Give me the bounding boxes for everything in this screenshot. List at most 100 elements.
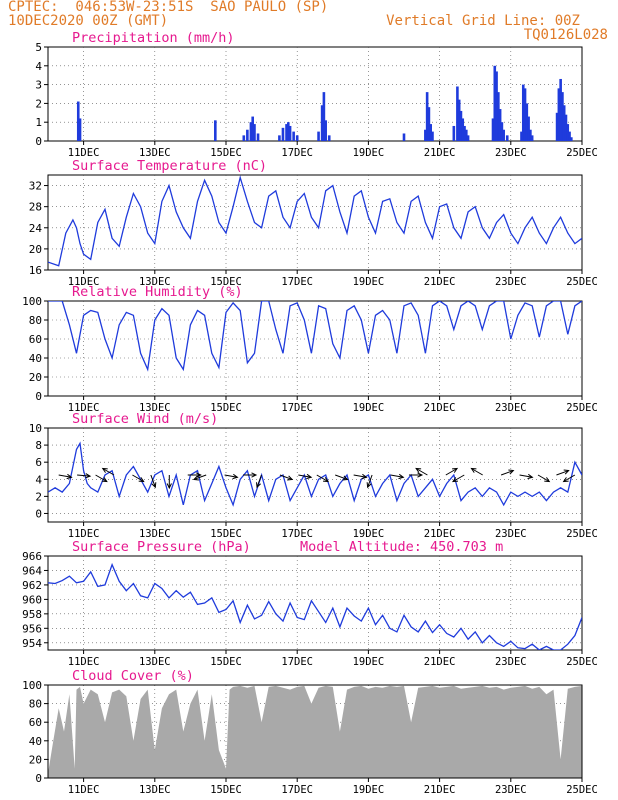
pres-ytick-label: 962 — [22, 579, 42, 592]
wind-arrow-head — [398, 473, 405, 480]
run-date: 10DEC2020 00Z (GMT) — [8, 13, 169, 29]
temp-ytick-label: 32 — [29, 180, 42, 193]
wind-arrow-head — [166, 483, 172, 490]
wind-ytick-label: 6 — [35, 456, 42, 469]
temp-xtick-label: 25DEC — [566, 276, 598, 288]
pres-xtick-label: 21DEC — [424, 656, 456, 668]
precip-bar — [324, 120, 327, 141]
precip-bar — [431, 131, 434, 141]
wind-arrow-shaft — [519, 474, 533, 478]
precip-bar — [497, 92, 500, 141]
precip-ytick-label: 5 — [35, 41, 42, 54]
wind-arrow-head — [306, 473, 313, 480]
precip-bar — [78, 118, 82, 141]
temp-xtick-label: 13DEC — [139, 276, 171, 288]
wind-arrow-head — [323, 477, 330, 483]
cloud-ytick-label: 60 — [29, 716, 42, 729]
precip-bar — [491, 118, 495, 141]
wind-xtick-label: 11DEC — [68, 528, 100, 540]
precip-bar — [287, 122, 290, 141]
pres-xtick-label: 23DEC — [495, 656, 527, 668]
rh-xtick-label: 11DEC — [68, 402, 100, 414]
cloud-cover-area — [48, 685, 582, 778]
precip-xtick-label: 19DEC — [353, 147, 385, 159]
precip-bar — [461, 118, 465, 141]
wind-arrow-shaft — [193, 474, 207, 480]
precip-bar — [555, 112, 559, 141]
precip-bar — [570, 137, 573, 141]
wind-arrow-head — [251, 472, 258, 478]
precip-bar — [568, 131, 571, 141]
precip-bar — [564, 114, 568, 141]
precip-bar — [425, 92, 429, 141]
precip-bar — [249, 122, 253, 141]
precip-bar — [427, 107, 431, 141]
precip-bar — [466, 135, 470, 141]
pres-xtick-label: 11DEC — [68, 656, 100, 668]
temp-ytick-label: 28 — [29, 201, 42, 214]
precip-xtick-label: 21DEC — [424, 147, 456, 159]
pres-xtick-label: 15DEC — [210, 656, 242, 668]
wind-ytick-label: 2 — [35, 490, 42, 503]
wind-arrow-head — [101, 467, 108, 473]
wind-arrow-shaft — [471, 468, 483, 476]
temp-ytick-label: 16 — [29, 264, 42, 277]
wind-arrow-head — [342, 475, 349, 481]
wind-arrow-head — [192, 475, 199, 481]
precip-bar — [278, 135, 281, 141]
rh-frame — [47, 300, 583, 397]
precip-xtick-label: 11DEC — [68, 147, 100, 159]
precip-bar — [402, 133, 406, 141]
precip-bar — [288, 125, 292, 141]
wind-arrow-shaft — [500, 470, 514, 476]
precip-bar — [561, 92, 564, 141]
wind-arrow-head — [101, 477, 108, 483]
wind-series-line — [48, 441, 582, 507]
cloud-xtick-label: 17DEC — [281, 784, 313, 796]
cloud-xtick-label: 23DEC — [495, 784, 527, 796]
precip-bar — [495, 71, 498, 141]
wind-arrow-head — [361, 473, 368, 480]
precip-bar — [76, 101, 80, 141]
temp-ytick-label: 20 — [29, 243, 42, 256]
wind-arrow-head — [452, 467, 459, 473]
precip-xtick-label: 13DEC — [139, 147, 171, 159]
wind-arrow-head — [85, 473, 92, 479]
precip-bar — [320, 105, 324, 141]
cloud-xtick-label: 21DEC — [424, 784, 456, 796]
rh-ytick-label: 0 — [35, 390, 42, 403]
wind-arrow-head — [415, 467, 422, 473]
precip-bar — [520, 131, 523, 141]
precip-bar — [529, 129, 532, 141]
pres-ytick-label: 954 — [22, 637, 42, 650]
wind-ytick-label: 10 — [29, 422, 42, 435]
wind-arrow-shaft — [556, 470, 569, 476]
rh-xtick-label: 19DEC — [353, 402, 385, 414]
wind-xtick-label: 17DEC — [281, 528, 313, 540]
wind-arrow-shaft — [335, 474, 348, 480]
wind-arrow-head — [527, 473, 534, 480]
cloud-xtick-label: 13DEC — [139, 784, 171, 796]
wind-arrow-head — [562, 477, 569, 483]
precip-bar — [566, 124, 570, 141]
wind-arrow-shaft — [95, 474, 108, 482]
rh-ytick-label: 20 — [29, 371, 42, 384]
pres-ytick-label: 958 — [22, 608, 42, 621]
precip-bar — [295, 135, 299, 141]
pres-xtick-label: 13DEC — [139, 656, 171, 668]
precip-bar — [527, 116, 530, 141]
precip-bar — [285, 124, 288, 141]
wind-arrow-shaft — [102, 468, 115, 476]
wind-arrow-head — [563, 469, 570, 475]
precip-bar — [463, 125, 466, 141]
wind-arrow-shaft — [452, 474, 465, 482]
precip-xtick-label: 25DEC — [566, 147, 598, 159]
temp-xtick-label: 21DEC — [424, 276, 456, 288]
wind-ytick-label: 0 — [35, 507, 42, 520]
wind-arrow-shaft — [132, 474, 144, 482]
wind-arrow-shaft — [77, 474, 91, 477]
precip-bar — [246, 129, 249, 141]
precip-bar — [242, 135, 246, 141]
temp-panel — [44, 174, 583, 274]
wind-ytick-label: 8 — [35, 439, 42, 452]
